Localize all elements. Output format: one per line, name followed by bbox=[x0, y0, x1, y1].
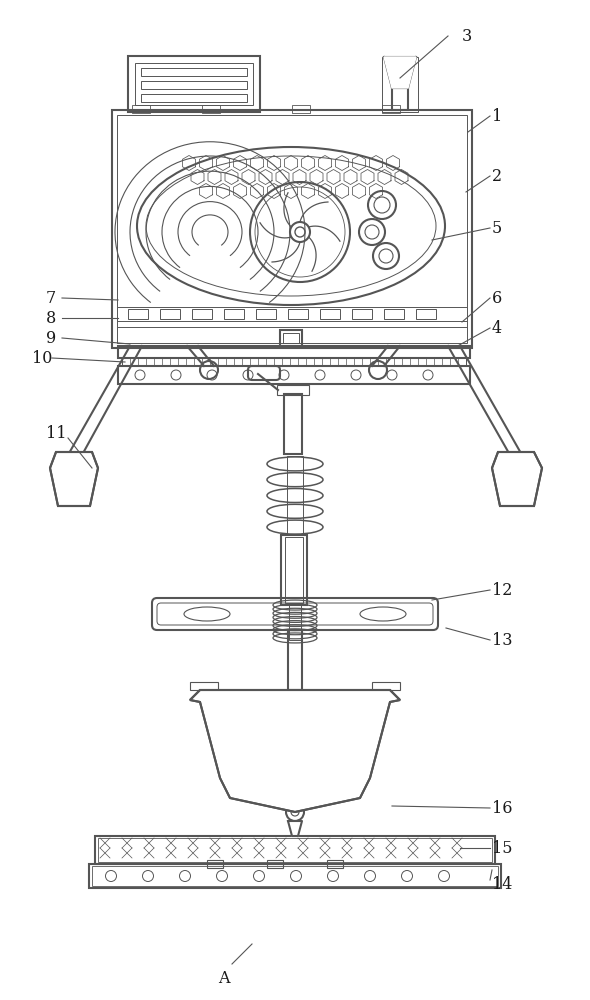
Text: 10: 10 bbox=[32, 350, 53, 367]
Bar bbox=[392, 88, 408, 110]
Bar bbox=[288, 309, 308, 319]
Polygon shape bbox=[492, 452, 542, 506]
Bar bbox=[289, 603, 301, 640]
Bar bbox=[287, 456, 303, 535]
Polygon shape bbox=[288, 821, 302, 836]
Bar bbox=[277, 385, 309, 395]
Text: 14: 14 bbox=[492, 876, 512, 893]
Bar bbox=[132, 105, 150, 113]
Bar bbox=[190, 682, 218, 690]
Bar bbox=[372, 682, 400, 690]
Bar bbox=[288, 630, 302, 690]
Bar bbox=[117, 115, 467, 343]
Bar bbox=[281, 535, 307, 605]
Text: 12: 12 bbox=[492, 582, 512, 599]
Text: 2: 2 bbox=[492, 168, 502, 185]
Bar bbox=[141, 68, 247, 76]
Text: 1: 1 bbox=[492, 108, 502, 125]
Bar bbox=[118, 366, 470, 384]
Text: 8: 8 bbox=[46, 310, 56, 327]
Bar bbox=[382, 105, 400, 113]
Bar bbox=[141, 94, 247, 102]
Bar bbox=[128, 56, 260, 112]
Polygon shape bbox=[190, 690, 400, 812]
Bar bbox=[416, 309, 436, 319]
Bar bbox=[320, 309, 340, 319]
Bar bbox=[384, 309, 404, 319]
Polygon shape bbox=[384, 57, 416, 88]
Text: 13: 13 bbox=[492, 632, 513, 649]
Bar bbox=[128, 309, 148, 319]
Text: 7: 7 bbox=[46, 290, 56, 307]
Text: 6: 6 bbox=[492, 290, 502, 307]
Bar bbox=[160, 309, 180, 319]
Bar bbox=[352, 309, 372, 319]
Text: 11: 11 bbox=[46, 425, 67, 442]
Text: 5: 5 bbox=[492, 220, 502, 237]
Text: A: A bbox=[218, 970, 230, 987]
Bar bbox=[280, 330, 302, 346]
Bar bbox=[283, 333, 299, 343]
Bar bbox=[192, 309, 212, 319]
Bar bbox=[382, 57, 418, 112]
Bar bbox=[98, 838, 492, 862]
Bar bbox=[292, 105, 310, 113]
Bar bbox=[202, 105, 220, 113]
Bar bbox=[207, 860, 223, 868]
Bar bbox=[224, 309, 244, 319]
Bar bbox=[135, 63, 253, 105]
Text: 3: 3 bbox=[462, 28, 472, 45]
Bar bbox=[141, 81, 247, 89]
Text: 4: 4 bbox=[492, 320, 502, 337]
Bar bbox=[112, 110, 472, 348]
Text: 16: 16 bbox=[492, 800, 513, 817]
Bar bbox=[92, 866, 498, 886]
Bar bbox=[256, 309, 276, 319]
Bar bbox=[267, 860, 283, 868]
Bar bbox=[118, 346, 470, 358]
Bar bbox=[95, 836, 495, 864]
Bar bbox=[89, 864, 501, 888]
Text: 9: 9 bbox=[46, 330, 56, 347]
Bar bbox=[285, 537, 303, 603]
Bar bbox=[122, 358, 466, 366]
Text: 15: 15 bbox=[492, 840, 513, 857]
Bar bbox=[284, 394, 302, 454]
Bar bbox=[327, 860, 343, 868]
Polygon shape bbox=[50, 452, 98, 506]
